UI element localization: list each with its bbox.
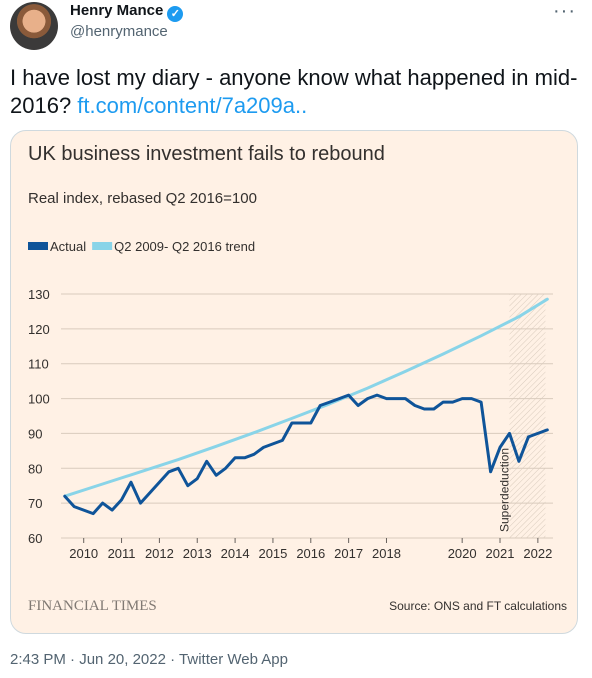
annotation-label: Superdeduction — [497, 448, 511, 532]
series-line-0 — [63, 393, 549, 516]
y-tick-label: 130 — [28, 287, 50, 302]
chart-card[interactable]: UK business investment fails to rebound … — [10, 130, 578, 634]
x-tick-label: 2021 — [486, 546, 515, 561]
legend-label-1: Q2 2009- Q2 2016 trend — [114, 239, 255, 254]
tweet-client[interactable]: Twitter Web App — [179, 651, 288, 668]
verified-badge-icon: ✓ — [167, 6, 184, 22]
y-axis-labels: 60 70 80 90 100 110 120 130 — [28, 287, 50, 546]
x-tick-label: 2011 — [108, 546, 136, 561]
author-name-row[interactable]: Henry Mance ✓ — [70, 2, 184, 22]
tweet-timestamp: 2:43 PM · Jun 20, 2022 · Twitter Web App — [10, 651, 288, 668]
x-tick-label: 2018 — [372, 546, 401, 561]
x-tick-label: 2014 — [221, 546, 250, 561]
series-line-1 — [63, 297, 549, 498]
tweet-text: I have lost my diary - anyone know what … — [10, 64, 580, 120]
y-tick-label: 80 — [28, 461, 42, 476]
tweet-date[interactable]: Jun 20, 2022 — [79, 651, 166, 668]
x-tick-label: 2012 — [145, 546, 174, 561]
y-tick-label: 100 — [28, 392, 50, 407]
tweet-link[interactable]: ft.com/content/7a209a.. — [77, 93, 308, 118]
legend-swatch-0 — [28, 242, 48, 250]
legend-label-0: Actual — [50, 239, 86, 254]
tweet-body: I have lost my diary - anyone know what … — [10, 65, 578, 118]
y-tick-label: 120 — [28, 322, 50, 337]
chart-subtitle: Real index, rebased Q2 2016=100 — [28, 190, 257, 207]
line-chart: UK business investment fails to rebound … — [28, 143, 567, 614]
separator-dot: · — [170, 651, 176, 668]
y-tick-label: 90 — [28, 426, 42, 441]
y-tick-label: 110 — [28, 357, 49, 372]
superdeduction-shading — [509, 294, 546, 538]
shaded-region — [509, 294, 546, 538]
legend-swatch-1 — [92, 242, 113, 250]
x-tick-label: 2022 — [523, 546, 552, 561]
source-brand: FINANCIAL TIMES — [28, 598, 157, 614]
chart-legend: Actual Q2 2009- Q2 2016 trend — [28, 239, 255, 254]
author-handle[interactable]: @henrymance — [70, 23, 168, 40]
chart-title: UK business investment fails to rebound — [28, 143, 385, 165]
grid-lines — [61, 293, 553, 539]
x-tick-label: 2010 — [69, 546, 98, 561]
annotation-group: Superdeduction — [497, 448, 511, 532]
tweet-time[interactable]: 2:43 PM — [10, 651, 66, 668]
series-lines — [63, 297, 549, 516]
y-tick-label: 60 — [28, 531, 42, 546]
author-name[interactable]: Henry Mance — [70, 2, 164, 19]
separator-dot: · — [70, 651, 76, 668]
x-tick-label: 2015 — [258, 546, 287, 561]
x-tick-label: 2020 — [448, 546, 477, 561]
x-tick-label: 2017 — [334, 546, 363, 561]
x-tick-label: 2016 — [296, 546, 325, 561]
y-tick-label: 70 — [28, 496, 42, 511]
source-note: Source: ONS and FT calculations — [389, 599, 567, 613]
more-options-icon[interactable]: ··· — [553, 0, 576, 22]
avatar[interactable] — [10, 2, 58, 50]
x-axis-labels: 2010 2011 2012 2013 2014 2015 2016 2017 2018 2020… — [69, 538, 552, 561]
x-tick-label: 2013 — [183, 546, 212, 561]
